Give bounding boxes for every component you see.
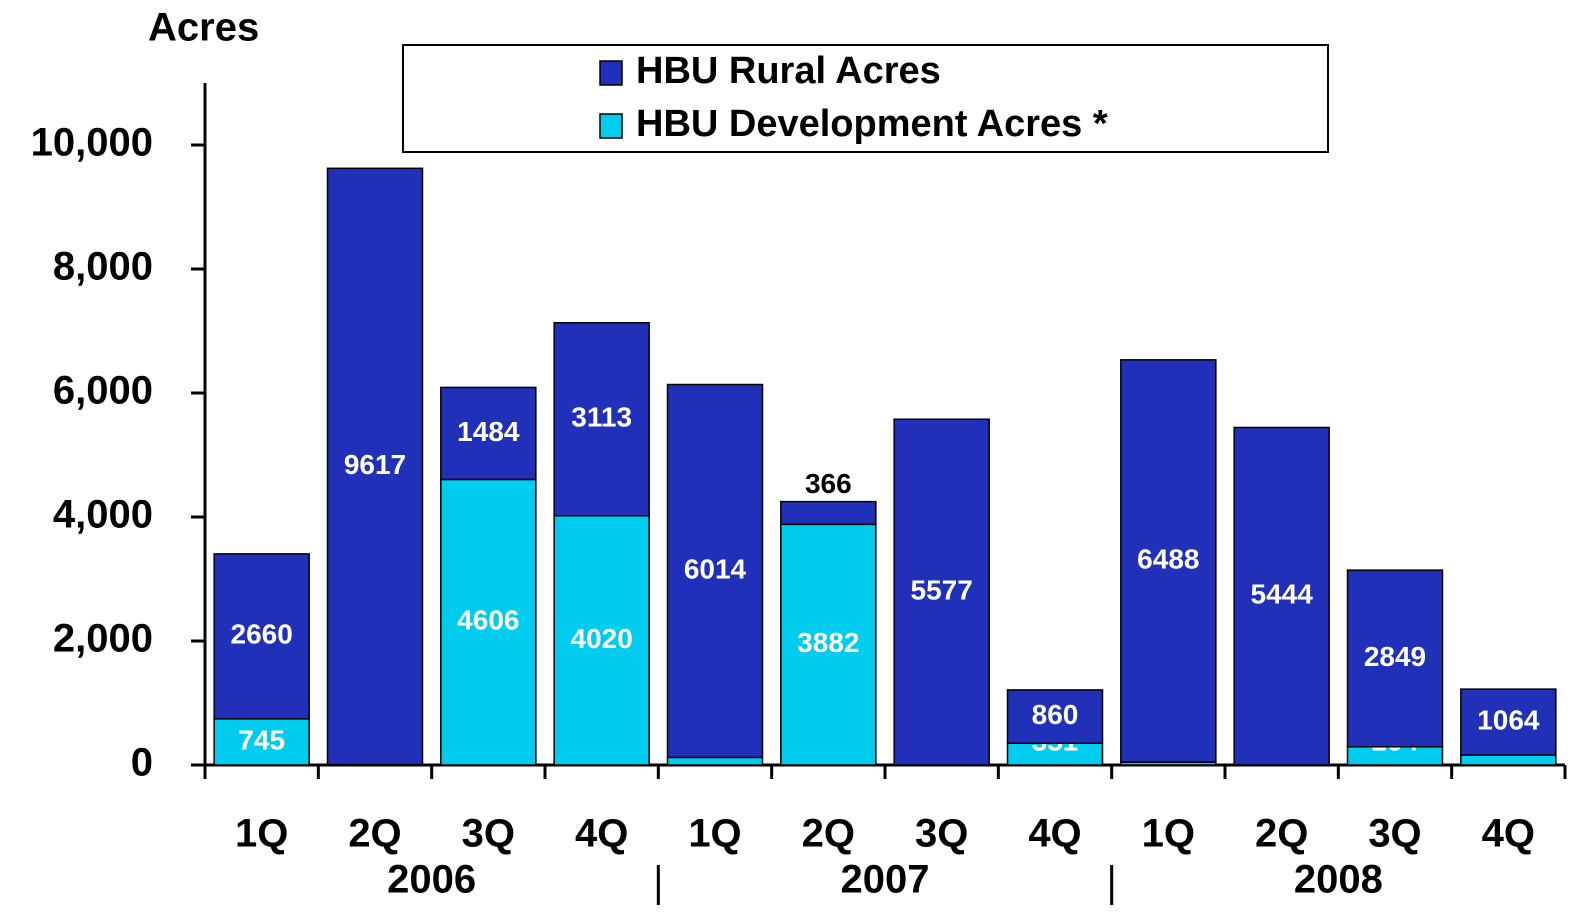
data-label: 4020 [571,623,633,654]
x-tick-label: 1Q [1142,812,1195,856]
data-label: 2660 [231,619,293,650]
x-tick-label: 1Q [688,812,741,856]
legend-label: HBU Rural Acres [636,50,941,92]
bar-segment [1006,689,1104,744]
bar-segment [780,523,877,766]
x-tick-label: 2Q [802,812,855,856]
data-label: 5444 [1251,579,1314,610]
x-tick-label: 3Q [915,812,968,856]
data-label: 3882 [797,627,859,658]
x-tick-label: 3Q [462,812,515,856]
bar-segment [893,418,990,766]
bar-segment [553,322,650,517]
bar-segment [326,167,424,766]
data-label: 2849 [1364,641,1426,672]
data-label: 5577 [911,575,973,606]
x-tick-label: 4Q [1482,812,1535,856]
bar-segment [440,478,537,766]
bar-segment [780,500,877,526]
x-tick-label: 3Q [1368,812,1421,856]
legend-swatch [599,60,623,86]
bar-segment [213,553,310,720]
bar-segment [213,718,310,766]
data-label: 1064 [1477,704,1540,735]
group-label: 2008 [1294,858,1383,902]
data-label: 860 [1032,699,1079,730]
data-label: 745 [238,724,285,755]
x-tick-label: 2Q [348,812,401,856]
x-tick-label: 2Q [1255,812,1308,856]
data-label: 366 [805,468,852,499]
data-label: 6014 [684,553,747,584]
y-tick-label: 4,000 [53,493,153,537]
bar-segment [666,383,764,759]
legend-label: HBU Development Acres * [636,103,1108,145]
data-label: 6488 [1137,543,1199,574]
bar-segment [1120,359,1217,763]
x-tick-label: 4Q [1028,812,1081,856]
group-label: 2007 [841,858,930,902]
data-label: 4606 [457,605,519,636]
x-tick-label: 1Q [235,812,288,856]
legend [402,44,1329,153]
y-tick-label: 10,000 [31,121,153,165]
y-tick-label: 6,000 [53,369,153,413]
bar-segment [666,756,764,766]
bar-segment [1346,569,1444,748]
x-tick-label: 4Q [575,812,628,856]
y-axis-label: Acres [148,6,259,50]
bar-segment [1460,688,1557,756]
y-tick-label: 8,000 [53,245,153,289]
legend-swatch [599,113,623,139]
bar-segment [440,386,537,481]
data-label: 1484 [457,416,520,447]
bar-segment [1233,426,1330,766]
data-label: 3113 [571,402,632,433]
bar-segment [1460,754,1557,766]
data-label: 9617 [344,449,406,480]
y-tick-label: 2,000 [53,617,153,661]
y-tick-label: 0 [131,741,153,785]
group-label: 2006 [387,858,476,902]
